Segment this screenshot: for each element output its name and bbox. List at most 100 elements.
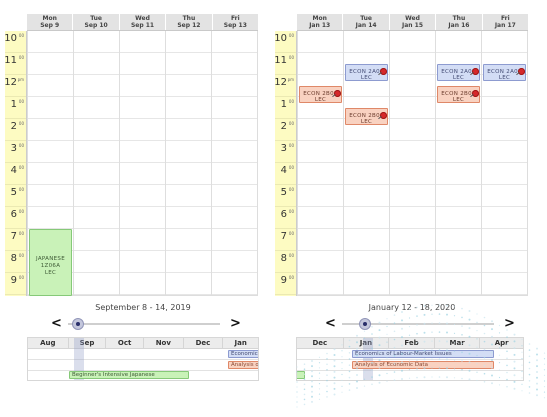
timeline-bar-analysis[interactable]: Analysis of Economic Data [352, 361, 494, 369]
time-cell[interactable] [166, 207, 211, 229]
time-cell[interactable] [298, 163, 343, 185]
pushpin-icon[interactable] [472, 68, 479, 75]
time-cell[interactable] [298, 119, 343, 141]
chevron-right-icon[interactable]: > [504, 316, 515, 331]
time-cell[interactable] [28, 97, 73, 119]
day-column[interactable] [389, 31, 435, 295]
time-cell[interactable] [344, 251, 389, 273]
time-cell[interactable] [28, 141, 73, 163]
event-econ-2b03[interactable]: ECON 2B03 LEC [299, 86, 342, 103]
time-cell[interactable] [482, 119, 527, 141]
time-cell[interactable] [166, 251, 211, 273]
day-header[interactable]: Thu Sep 12 [165, 14, 211, 30]
time-cell[interactable] [390, 251, 435, 273]
time-cell[interactable] [344, 141, 389, 163]
time-cell[interactable] [120, 185, 165, 207]
time-cell[interactable] [120, 119, 165, 141]
day-header[interactable]: Thu Jan 16 [435, 14, 481, 30]
time-cell[interactable] [74, 185, 119, 207]
time-cell[interactable] [436, 229, 481, 251]
time-cell[interactable] [344, 207, 389, 229]
time-cell[interactable] [482, 31, 527, 53]
time-cell[interactable] [212, 229, 257, 251]
time-cell[interactable] [28, 119, 73, 141]
event-econ-2a03[interactable]: ECON 2A03 LEC [345, 64, 388, 81]
time-cell[interactable] [390, 229, 435, 251]
day-column[interactable]: ECON 2A03 LEC ECON 2B03 LEC [343, 31, 389, 295]
time-cell[interactable] [436, 141, 481, 163]
time-cell[interactable] [74, 119, 119, 141]
time-cell[interactable] [74, 163, 119, 185]
time-cell[interactable] [212, 163, 257, 185]
pushpin-icon[interactable] [472, 90, 479, 97]
time-cell[interactable] [298, 251, 343, 273]
time-cell[interactable] [298, 97, 343, 119]
pushpin-icon[interactable] [334, 90, 341, 97]
time-cell[interactable] [28, 185, 73, 207]
timeline-bar-economics[interactable]: Economics of Labour-Market Issues [352, 350, 494, 358]
pushpin-icon[interactable] [380, 68, 387, 75]
chevron-right-icon[interactable]: > [230, 316, 241, 331]
time-cell[interactable] [166, 141, 211, 163]
time-cell[interactable] [120, 251, 165, 273]
timeline-bar-japanese[interactable]: Beginner's Intensive Japanese [69, 371, 189, 379]
slider-thumb-icon[interactable] [72, 318, 84, 330]
timeline-bar-japanese[interactable] [297, 371, 305, 379]
day-header[interactable]: Tue Sep 10 [72, 14, 118, 30]
time-cell[interactable] [390, 97, 435, 119]
time-cell[interactable] [344, 75, 389, 97]
time-cell[interactable] [390, 31, 435, 53]
time-cell[interactable] [436, 119, 481, 141]
time-cell[interactable] [120, 31, 165, 53]
chevron-left-icon[interactable]: < [51, 316, 62, 331]
time-cell[interactable] [298, 207, 343, 229]
time-cell[interactable] [28, 75, 73, 97]
time-cell[interactable] [74, 53, 119, 75]
time-cell[interactable] [212, 207, 257, 229]
time-cell[interactable] [298, 185, 343, 207]
event-econ-2a03[interactable]: ECON 2A03 LEC [437, 64, 480, 81]
time-cell[interactable] [212, 273, 257, 295]
time-cell[interactable] [482, 207, 527, 229]
time-cell[interactable] [166, 31, 211, 53]
day-header[interactable]: Wed Sep 11 [118, 14, 165, 30]
time-cell[interactable] [74, 251, 119, 273]
event-japanese-1z06a[interactable]: JAPANESE 1Z06A LEC [29, 229, 72, 296]
time-cell[interactable] [166, 97, 211, 119]
time-cell[interactable] [390, 141, 435, 163]
time-cell[interactable] [120, 207, 165, 229]
day-column[interactable]: JAPANESE 1Z06A LEC [27, 31, 73, 296]
time-cell[interactable] [120, 141, 165, 163]
time-cell[interactable] [344, 273, 389, 295]
event-econ-2b03[interactable]: ECON 2B03 LEC [437, 86, 480, 103]
day-column[interactable]: ECON 2A03 LEC [481, 31, 527, 295]
time-cell[interactable] [120, 53, 165, 75]
time-cell[interactable] [166, 53, 211, 75]
day-header[interactable]: Fri Jan 17 [481, 14, 528, 30]
time-cell[interactable] [120, 75, 165, 97]
time-cell[interactable] [166, 273, 211, 295]
time-cell[interactable] [28, 163, 73, 185]
event-econ-2a03[interactable]: ECON 2A03 LEC [483, 64, 526, 81]
time-cell[interactable] [212, 251, 257, 273]
time-cell[interactable] [390, 119, 435, 141]
time-cell[interactable] [482, 229, 527, 251]
time-cell[interactable] [344, 119, 389, 141]
time-cell[interactable] [436, 251, 481, 273]
time-cell[interactable] [390, 163, 435, 185]
day-header[interactable]: Mon Jan 13 [309, 15, 331, 29]
time-cell[interactable] [74, 141, 119, 163]
time-cell[interactable] [74, 97, 119, 119]
time-cell[interactable] [212, 75, 257, 97]
time-cell[interactable] [166, 229, 211, 251]
time-cell[interactable] [74, 229, 119, 251]
time-cell[interactable] [120, 97, 165, 119]
chevron-left-icon[interactable]: < [325, 316, 336, 331]
time-cell[interactable] [436, 97, 481, 119]
day-header[interactable]: Mon Sep 9 [40, 15, 60, 29]
time-cell[interactable] [74, 75, 119, 97]
time-cell[interactable] [212, 141, 257, 163]
time-cell[interactable] [120, 273, 165, 295]
time-cell[interactable] [212, 119, 257, 141]
slider-track[interactable] [68, 323, 220, 325]
